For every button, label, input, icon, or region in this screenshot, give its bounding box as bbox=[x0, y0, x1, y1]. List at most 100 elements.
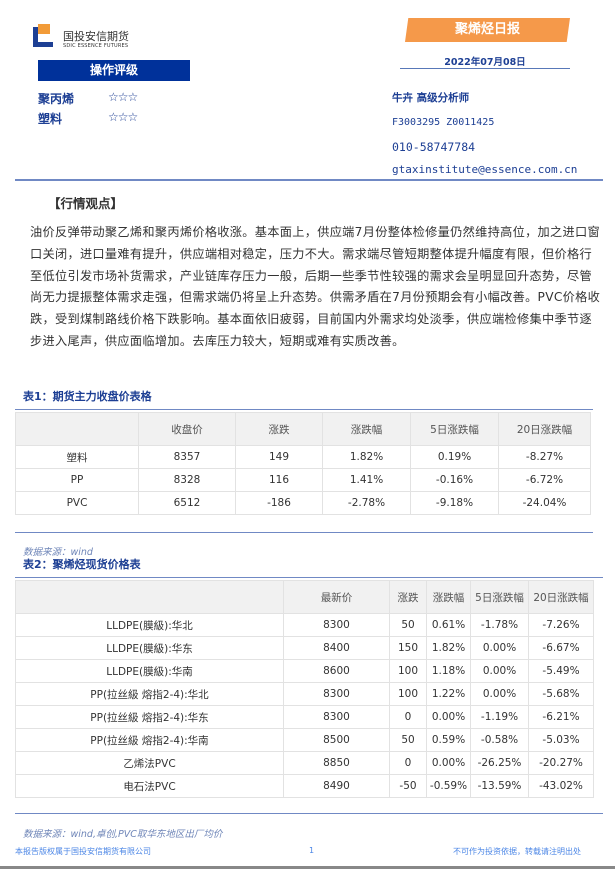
header-cell: 涨跌 bbox=[235, 412, 323, 446]
header-cell: 5日涨跌幅 bbox=[410, 412, 499, 446]
rating-label: 聚丙烯 bbox=[38, 92, 75, 106]
table-cell: 150 bbox=[389, 636, 427, 660]
table-cell: 0.00% bbox=[426, 751, 471, 775]
table-cell: LLDPE(膜級):华南 bbox=[15, 659, 284, 683]
table2-title: 表2：聚烯烃现货价格表 bbox=[23, 558, 141, 571]
analyst-email: gtaxinstitute@essence.com.cn bbox=[392, 163, 578, 176]
header-cell: 5日涨跌幅 bbox=[470, 580, 529, 614]
table2-source: 数据来源：wind,卓创,PVC取华东地区出厂均价 bbox=[23, 829, 223, 840]
market-view-text: 油价反弹带动聚乙烯和聚丙烯价格收涨。基本面上，供应端7月份整体检修量仍然维持高位… bbox=[30, 225, 601, 348]
table-cell: 0.19% bbox=[410, 445, 499, 469]
table-cell: 电石法PVC bbox=[15, 774, 284, 798]
table-row: PP(拉丝級 熔指2-4):华南 8500 50 0.59% -0.58% -5.03% bbox=[15, 728, 594, 752]
header-cell: 20日涨跌幅 bbox=[498, 412, 591, 446]
table-cell: 100 bbox=[389, 659, 427, 683]
header-cell: 20日涨跌幅 bbox=[528, 580, 594, 614]
table-cell: 8500 bbox=[283, 728, 390, 752]
table-cell: 0.00% bbox=[470, 682, 529, 706]
table-cell: -13.59% bbox=[470, 774, 529, 798]
table-cell: -6.21% bbox=[528, 705, 594, 729]
table-header: 最新价 涨跌 涨跌幅 5日涨跌幅 20日涨跌幅 bbox=[15, 580, 594, 614]
table-row: LLDPE(膜級):华南 8600 100 1.18% 0.00% -5.49% bbox=[15, 659, 594, 683]
table-cell: 6512 bbox=[138, 491, 236, 515]
analyst-name: 牛卉 高级分析师 bbox=[392, 92, 470, 104]
table-cell: 149 bbox=[235, 445, 323, 469]
divider bbox=[15, 813, 603, 814]
header-cell: 涨跌 bbox=[389, 580, 427, 614]
table-header: 收盘价 涨跌 涨跌幅 5日涨跌幅 20日涨跌幅 bbox=[15, 412, 591, 446]
table-cell: 8300 bbox=[283, 613, 390, 637]
table-cell: 1.82% bbox=[322, 445, 411, 469]
table-row: LLDPE(膜級):华北 8300 50 0.61% -1.78% -7.26% bbox=[15, 613, 594, 637]
table-cell: 50 bbox=[389, 728, 427, 752]
table1-title: 表1：期货主力收盘价表格 bbox=[23, 390, 152, 403]
logo-mark-accent bbox=[38, 24, 50, 34]
section-heading: 【行情观点】 bbox=[48, 196, 124, 211]
table-cell: 8600 bbox=[283, 659, 390, 683]
table-row: PP(拉丝級 熔指2-4):华北 8300 100 1.22% 0.00% -5.68% bbox=[15, 682, 594, 706]
table-row: 电石法PVC 8490 -50 -0.59% -13.59% -43.02% bbox=[15, 774, 594, 798]
table-cell: 50 bbox=[389, 613, 427, 637]
table-cell: 8300 bbox=[283, 682, 390, 706]
report-title: 聚烯烃日报 bbox=[405, 18, 570, 42]
table-cell: 8400 bbox=[283, 636, 390, 660]
table-cell: -2.78% bbox=[322, 491, 411, 515]
table-cell: -9.18% bbox=[410, 491, 499, 515]
table-row: 塑料 8357 149 1.82% 0.19% -8.27% bbox=[15, 445, 591, 469]
table-cell: -6.67% bbox=[528, 636, 594, 660]
table-cell: 0.59% bbox=[426, 728, 471, 752]
divider bbox=[15, 409, 593, 410]
table-cell: 100 bbox=[389, 682, 427, 706]
star-icon: ☆☆☆ bbox=[108, 110, 138, 124]
header-cell: 最新价 bbox=[283, 580, 390, 614]
footer-copyright: 本报告版权属于国投安信期货有限公司 bbox=[15, 847, 151, 856]
header-cell: 涨跌幅 bbox=[322, 412, 411, 446]
rating-title: 操作评级 bbox=[38, 60, 190, 81]
divider bbox=[400, 68, 570, 69]
table-row: PVC 6512 -186 -2.78% -9.18% -24.04% bbox=[15, 491, 591, 515]
table-cell: 0.00% bbox=[470, 636, 529, 660]
table-cell: PP(拉丝級 熔指2-4):华南 bbox=[15, 728, 284, 752]
table-cell: -0.59% bbox=[426, 774, 471, 798]
header-cell bbox=[15, 412, 139, 446]
table-cell: 0.00% bbox=[470, 659, 529, 683]
footer-disclaimer: 不可作为投资依据，转载请注明出处 bbox=[453, 847, 581, 856]
header-cell: 收盘价 bbox=[138, 412, 236, 446]
table-cell: LLDPE(膜級):华北 bbox=[15, 613, 284, 637]
table-cell: 0.00% bbox=[426, 705, 471, 729]
table-cell: 0 bbox=[389, 751, 427, 775]
page-bottom-border bbox=[0, 866, 615, 869]
table-cell: -20.27% bbox=[528, 751, 594, 775]
table-cell: -8.27% bbox=[498, 445, 591, 469]
table-row: PP 8328 116 1.41% -0.16% -6.72% bbox=[15, 468, 591, 492]
divider bbox=[15, 179, 603, 181]
table-cell: -0.58% bbox=[470, 728, 529, 752]
table-cell: LLDPE(膜級):华东 bbox=[15, 636, 284, 660]
table-cell: 乙烯法PVC bbox=[15, 751, 284, 775]
table-cell: 8490 bbox=[283, 774, 390, 798]
table-cell: 1.18% bbox=[426, 659, 471, 683]
table-cell: -50 bbox=[389, 774, 427, 798]
table-cell: 8357 bbox=[138, 445, 236, 469]
divider bbox=[15, 577, 603, 578]
table-cell: 116 bbox=[235, 468, 323, 492]
table-cell: -7.26% bbox=[528, 613, 594, 637]
table-cell: PVC bbox=[15, 491, 139, 515]
table-cell: -26.25% bbox=[470, 751, 529, 775]
table-cell: 0.61% bbox=[426, 613, 471, 637]
page-number: 1 bbox=[309, 846, 315, 855]
table-cell: 1.22% bbox=[426, 682, 471, 706]
table-cell: -186 bbox=[235, 491, 323, 515]
logo-en: SDIC ESSENCE FUTURES bbox=[63, 43, 129, 49]
table-cell: 0 bbox=[389, 705, 427, 729]
star-icon: ☆☆☆ bbox=[108, 90, 138, 104]
table-cell: PP(拉丝級 熔指2-4):华东 bbox=[15, 705, 284, 729]
spot-price-table: 最新价 涨跌 涨跌幅 5日涨跌幅 20日涨跌幅 LLDPE(膜級):华北 8300 50 0.… bbox=[15, 580, 594, 798]
table-cell: 塑料 bbox=[15, 445, 139, 469]
report-date: 2022年07月08日 bbox=[444, 57, 526, 68]
table-cell: 1.82% bbox=[426, 636, 471, 660]
divider bbox=[15, 532, 593, 533]
table-row: 乙烯法PVC 8850 0 0.00% -26.25% -20.27% bbox=[15, 751, 594, 775]
table-cell: -5.49% bbox=[528, 659, 594, 683]
table-cell: -43.02% bbox=[528, 774, 594, 798]
